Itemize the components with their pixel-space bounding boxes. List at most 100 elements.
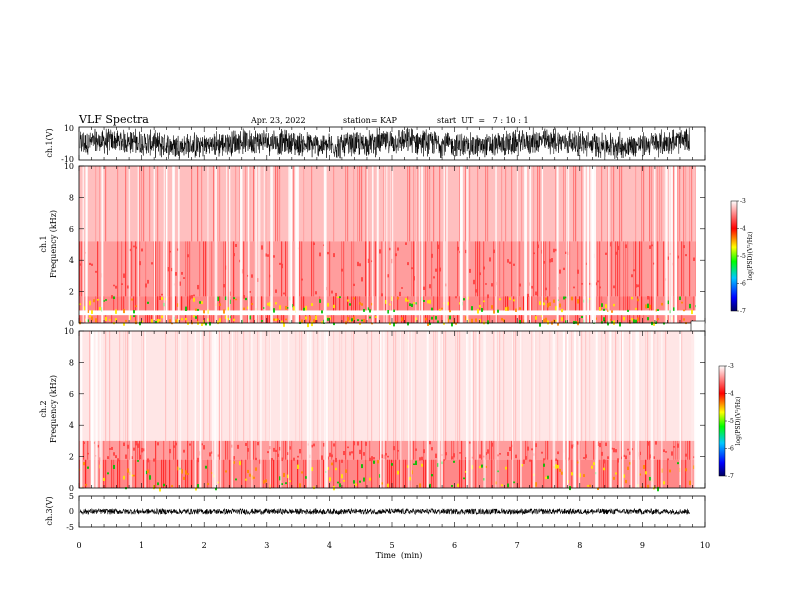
ch1-spec-band-0-col-112 [191,315,193,323]
ch1-spec-band-2-col-598 [677,241,679,297]
ch2-spec-band-0-col-312 [391,459,393,488]
ch1-ylabel: ch.1(V) [45,128,54,157]
ch1-spec-band-2-speck-54 [133,245,135,248]
ch2-spec-gap-7 [470,331,473,488]
ch2-spec-band-1-col-174 [253,440,255,460]
ch1-spec-band-3-col-232 [311,166,313,242]
ch1-spec-band-0-col-202 [281,315,283,323]
ch1-spec-band-3-col-286 [365,166,367,242]
ch2-spec-band-0-speck-466 [545,476,547,479]
ch2-spec-band-0-col-0 [79,459,81,488]
ch1-spec-band-3-col-334 [413,166,415,242]
ch2-spec-band-0-col-538 [617,459,619,488]
ch1-spec-band-1-col-78 [157,296,159,311]
ch1-spec-band-1-col-448 [527,296,529,311]
ch2-spec-band-1-col-84 [163,440,165,460]
ch2-spec-band-1-col-60 [139,440,141,460]
ch1-spec-band-0-col-480 [559,315,561,323]
ch1-spec-band-0-speck-544 [623,316,625,321]
ch2-spec-band-1-speck-408 [487,449,489,454]
ch2-spec-band-1-speck-406 [485,452,487,456]
ch1-spec-band-0-speck-558 [637,317,639,322]
ch2-spec-band-0-col-64 [143,459,145,488]
ch2-spec-gap-8 [552,331,556,488]
ch1-spec-band-3-col-528 [607,166,609,242]
ch1-spec-band-2-speck-472 [551,258,553,263]
ch2-spec-band-1-speck-574 [653,456,655,459]
ch2-colorbar-tick-label-1: -4 [728,391,734,398]
ch2-spec-band-0-speck-258 [337,481,339,484]
ch1-spec-band-0-speck-170 [249,315,251,320]
ch1-spec-band-1-col-286 [365,296,367,311]
ch1-spec-band-0-speck-154 [233,318,235,322]
ch2-spec-band-1-col-402 [481,440,483,460]
ch1-spec-band-3-col-350 [429,166,431,242]
ch2-spec-band-1-col-498 [577,440,579,460]
ch2-spec-band-0-speck-330 [409,476,411,481]
ch2-spec-band-1-col-150 [229,440,231,460]
ch1-spec-band-1-col-110 [189,296,191,311]
ch1-spec-band-2-speck-484 [563,267,565,271]
ch1-spec-band-2-speck-354 [433,276,435,279]
ch1-spec-band-1-col-502 [581,296,583,311]
ch2-spec-band-0-speck-606 [685,468,687,472]
ch2-spec-band-0-speck-478 [557,464,559,469]
ch2-spec-gap-47 [178,331,180,488]
ch1-spec-band-1-col-18 [97,296,99,311]
station-label: station= KAP [343,116,398,125]
ch1-spec-band-3-col-534 [613,166,615,242]
ch2-spec-band-1-col-594 [673,440,675,460]
ch2-spec-band-1-speck-570 [649,454,651,459]
ch2-spec-band-1-speck-30 [109,448,111,450]
ch2-spec-gap-52 [408,331,410,488]
ch1-spec-band-0-speck-232 [311,321,313,327]
ch2-spec-band-0-col-308 [387,459,389,488]
ch1-spec-band-2-col-490 [569,241,571,297]
ch2-spec-band-1-col-314 [393,440,395,460]
ch2-spec-band-1-speck-380 [459,452,461,454]
start-time-label: start UT = 7 : 10 : 1 [437,116,529,125]
ch1-spec-band-2-col-42 [121,241,123,297]
ch2-spec-gap-66 [609,331,612,488]
ch1-spec-band-2-col-202 [281,241,283,297]
ch2-spec-band-1-speck-188 [267,451,269,454]
ch1-spec-band-2-speck-164 [243,295,245,299]
ch2-spec-band-1-col-206 [285,440,287,460]
ch2-spec-band-0-col-526 [605,459,607,488]
ch1-spec-band-2-speck-154 [233,253,235,257]
ch1-spec-band-0-speck-54 [133,315,135,318]
ch1-spec-gap-42 [556,166,558,323]
ch2-colorbar-tick-label-3: -6 [728,446,734,453]
ch1-spec-band-0-speck-278 [357,319,359,321]
ch1-spec-band-1-speck-146 [225,296,227,301]
ch2-spec-band-0-speck-598 [677,462,679,465]
ch1-spec-band-2-speck-240 [319,252,321,257]
ch1-spec-band-2-speck-376 [455,296,457,299]
ch2-spec-band-0-speck-510 [589,484,591,487]
ch1-spec-band-1-speck-318 [397,296,399,300]
ch2-spec-band-1-col-24 [103,440,105,460]
ch2-spec-band-1-speck-294 [373,457,375,460]
ch1-spec-band-2-col-334 [413,241,415,297]
ch2-spec-gap-34 [309,331,312,488]
ch2-spec-band-1-col-306 [385,440,387,460]
ch2-spec-band-2-col-262 [341,331,343,441]
ch2-spec-gap-63 [566,331,569,488]
ch1-spec-band-2-speck-474 [553,248,555,253]
ch1-spec-band-1-speck-56 [135,305,137,308]
ch2-spec-band-0-col-32 [111,459,113,488]
ch1-spec-band-0-col-348 [427,315,429,323]
ch2-spec-band-0-col-244 [323,459,325,488]
ch1-spec-gap-41 [664,166,668,323]
ch1-spec-band-3-col-280 [359,166,361,242]
ch1-spec-band-1-speck-82 [161,297,163,300]
ch1-spec-band-1-col-0 [79,296,81,311]
ch1-spec-gap-1 [163,166,165,323]
ch1-spec-band-1-speck-558 [637,298,639,302]
ch2-spec-band-0-speck-546 [625,479,627,484]
ch1-spec-band-1-speck-164 [243,307,245,311]
ch1-spec-band-0-speck-30 [109,319,111,321]
ch1-spec-band-2-col-584 [663,241,665,297]
ch1-spec-band-0-speck-474 [553,319,555,322]
